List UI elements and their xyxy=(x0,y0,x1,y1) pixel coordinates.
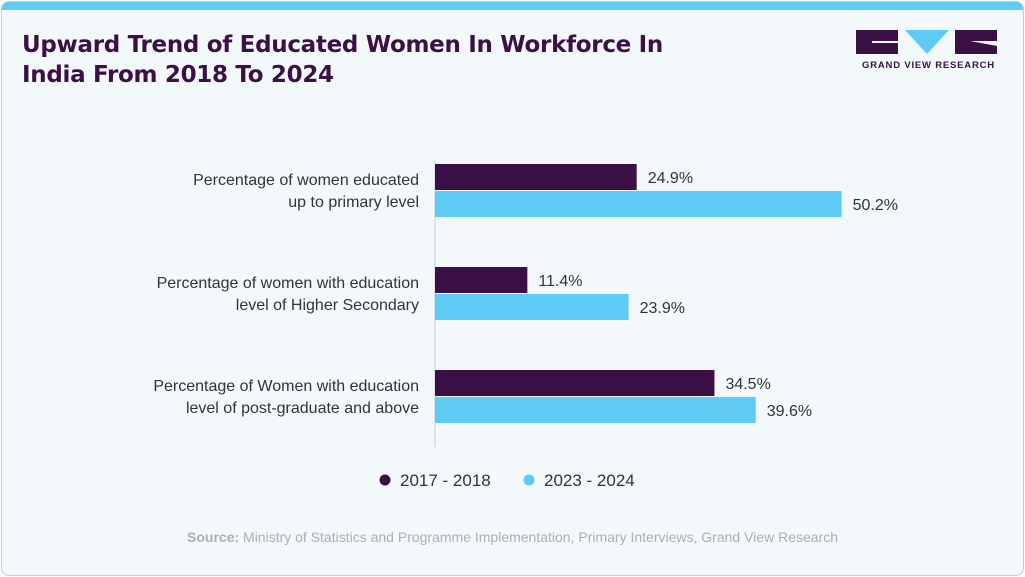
bar-2017-2018 xyxy=(435,267,528,293)
grand-view-research-logo: GRAND VIEW RESEARCH xyxy=(856,30,1001,71)
bar-2023-2024 xyxy=(435,294,629,320)
bar-2017-2018 xyxy=(435,164,637,190)
bar-2023-2024 xyxy=(435,191,842,217)
bar-2023-2024 xyxy=(435,397,756,423)
bar-chart: Percentage of women educated up to primar… xyxy=(153,162,898,490)
bar-2017-2018 xyxy=(435,370,715,396)
legend-marker xyxy=(523,474,535,486)
data-label: 23.9% xyxy=(640,300,685,317)
logo-text: GRAND VIEW RESEARCH xyxy=(862,60,995,71)
data-label: 39.6% xyxy=(767,403,812,420)
category-label: Percentage of women with education level … xyxy=(157,275,419,314)
legend-label: 2023 - 2024 xyxy=(544,471,635,490)
chart-title: Upward Trend of Educated Women In Workfo… xyxy=(22,30,663,90)
title-line-1: Upward Trend of Educated Women In Workfo… xyxy=(22,32,664,58)
data-label: 50.2% xyxy=(853,197,898,214)
source-note: Source: Ministry of Statistics and Progr… xyxy=(2,529,1023,545)
title-line-2: India From 2018 To 2024 xyxy=(22,62,334,88)
data-label: 11.4% xyxy=(538,273,582,290)
data-label: 24.9% xyxy=(648,170,693,187)
category-label: Percentage of Women with education level … xyxy=(153,378,419,417)
category-label: Percentage of women educated up to primar… xyxy=(193,172,419,211)
data-label: 34.5% xyxy=(725,376,770,393)
legend-marker xyxy=(379,474,391,486)
legend-label: 2017 - 2018 xyxy=(400,471,491,490)
top-accent-bar xyxy=(2,2,1023,10)
source-text: Ministry of Statistics and Programme Imp… xyxy=(243,529,838,545)
source-label: Source: xyxy=(187,529,240,545)
